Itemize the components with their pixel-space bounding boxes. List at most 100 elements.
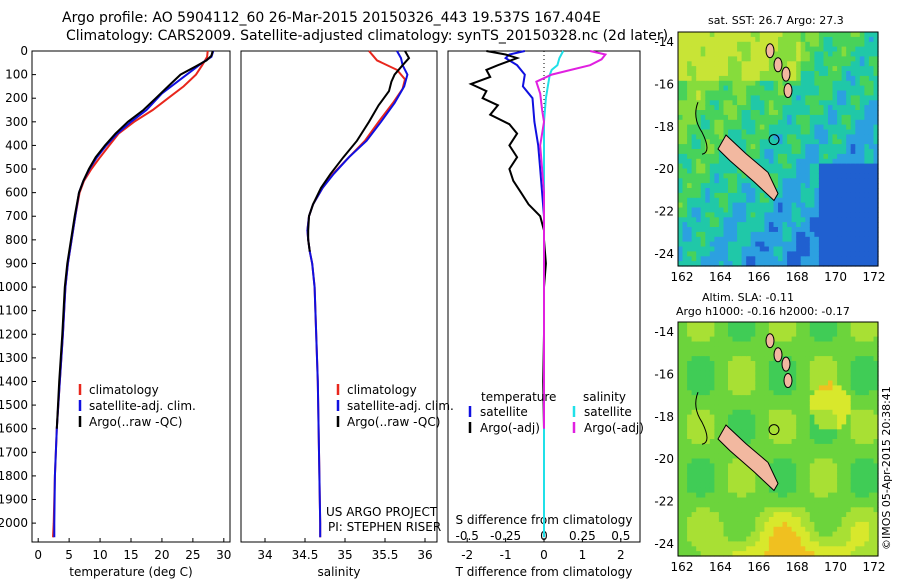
map-cell xyxy=(778,144,784,150)
map-cell xyxy=(837,395,843,401)
map-cell xyxy=(768,439,774,445)
map-cell xyxy=(855,414,861,421)
map-cell xyxy=(837,95,843,101)
map-cell xyxy=(709,129,715,135)
map-cell xyxy=(750,231,756,238)
map-cell xyxy=(805,129,811,135)
map-cell xyxy=(709,139,715,145)
map-cell xyxy=(828,192,834,199)
map-cell xyxy=(778,158,784,165)
map-cell xyxy=(855,473,861,479)
map-cell xyxy=(723,163,729,170)
map-cell xyxy=(714,71,720,77)
map-cell xyxy=(809,404,815,411)
map-cell xyxy=(746,56,752,62)
map-cell xyxy=(782,473,788,479)
map-cell xyxy=(814,390,820,396)
map-cell xyxy=(773,110,779,116)
map-cell xyxy=(728,207,734,213)
map-cell xyxy=(864,178,870,184)
map-cell xyxy=(832,231,838,238)
map-cell xyxy=(709,375,715,382)
map-x-tick-label: 172 xyxy=(863,560,886,574)
map-cell xyxy=(768,212,774,218)
map-cell xyxy=(873,197,879,204)
map-cell xyxy=(782,100,788,106)
map-cell xyxy=(859,448,865,455)
map-cell xyxy=(709,453,715,460)
map-cell xyxy=(782,419,788,425)
map-cell xyxy=(791,478,797,484)
map-cell xyxy=(687,246,693,252)
map-cell xyxy=(855,75,861,82)
map-cell xyxy=(868,361,874,367)
map-cell xyxy=(873,385,879,391)
map-cell xyxy=(805,41,811,48)
map-cell xyxy=(750,531,756,538)
map-cell xyxy=(823,153,829,160)
map-cell xyxy=(732,207,738,213)
map-cell xyxy=(718,41,724,48)
map-cell xyxy=(791,95,797,101)
map-cell xyxy=(678,227,684,233)
map-cell xyxy=(741,51,747,57)
map-cell xyxy=(841,336,847,343)
map-cell xyxy=(814,51,820,57)
map-cell xyxy=(791,41,797,48)
map-cell xyxy=(709,71,715,77)
map-cell xyxy=(818,231,824,238)
map-cell xyxy=(787,95,793,101)
map-cell xyxy=(687,241,693,248)
map-cell xyxy=(750,322,756,328)
map-cell xyxy=(809,546,815,552)
map-cell xyxy=(682,361,688,367)
map-cell xyxy=(678,502,684,508)
map-cell xyxy=(859,90,865,96)
map-cell xyxy=(728,551,734,557)
map-cell xyxy=(864,217,870,223)
map-cell xyxy=(723,356,729,362)
map-cell xyxy=(718,424,724,430)
map-cell xyxy=(796,178,802,184)
map-cell xyxy=(778,400,784,406)
map-cell xyxy=(773,114,779,121)
map-cell xyxy=(746,439,752,445)
map-cell xyxy=(787,222,793,228)
map-cell xyxy=(705,536,711,542)
map-cell xyxy=(841,404,847,411)
map-y-tick-label: -22 xyxy=(654,205,674,219)
map-cell xyxy=(728,212,734,218)
map-cell xyxy=(682,546,688,552)
map-cell xyxy=(846,546,852,552)
map-cell xyxy=(796,434,802,440)
map-cell xyxy=(687,502,693,508)
map-cell xyxy=(732,236,738,243)
map-cell xyxy=(750,395,756,401)
map-cell xyxy=(823,158,829,165)
map-cell xyxy=(737,365,743,372)
map-cell xyxy=(687,361,693,367)
map-cell xyxy=(759,351,765,357)
map-cell xyxy=(791,227,797,233)
map-cell xyxy=(705,251,711,257)
map-cell xyxy=(764,390,770,396)
map-cell xyxy=(868,531,874,538)
map-cell xyxy=(800,404,806,411)
map-cell xyxy=(764,212,770,218)
map-cell xyxy=(846,453,852,460)
map-cell xyxy=(705,256,711,262)
map-cell xyxy=(696,439,702,445)
map-cell xyxy=(682,414,688,421)
map-cell xyxy=(855,395,861,401)
map-cell xyxy=(696,236,702,243)
map-cell xyxy=(841,551,847,557)
map-cell xyxy=(714,178,720,184)
map-cell xyxy=(741,492,747,499)
map-cell xyxy=(787,424,793,430)
map-cell xyxy=(846,178,852,184)
map-cell xyxy=(855,356,861,362)
map-cell xyxy=(700,409,706,416)
map-cell xyxy=(864,478,870,484)
map-cell xyxy=(696,443,702,450)
map-cell xyxy=(700,114,706,121)
